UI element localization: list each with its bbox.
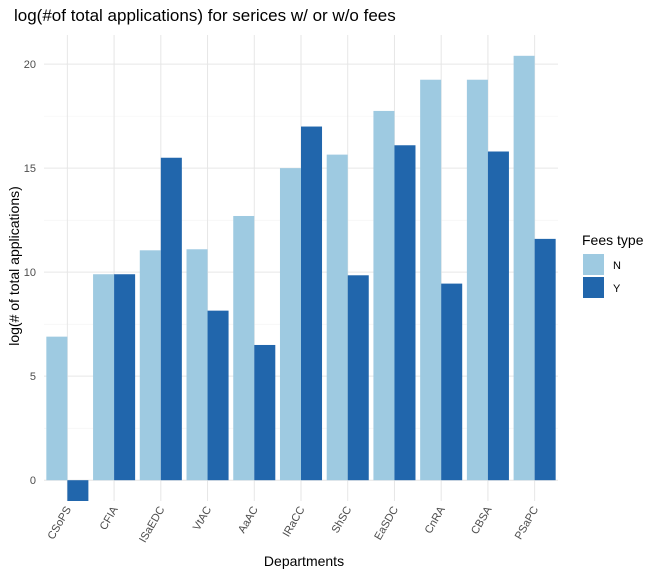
- bar-Y-CBSA: [487, 151, 509, 481]
- x-axis-title: Departments: [264, 553, 344, 569]
- bar-Y-CSoPS: [67, 480, 89, 501]
- bar-Y-ShSC: [347, 275, 369, 481]
- y-tick-label: 10: [24, 267, 36, 279]
- bar-Y-PSaPC: [534, 238, 556, 481]
- bar-N-CSoPS: [46, 336, 68, 481]
- bar-N-ShSC: [326, 154, 348, 481]
- bar-N-IRaCC: [279, 168, 301, 481]
- bar-Y-EaSDC: [394, 145, 416, 481]
- bar-Y-AaAC: [254, 344, 276, 481]
- bar-N-EaSDC: [373, 110, 395, 481]
- legend-items: NY: [583, 254, 621, 298]
- bar-Y-ISaEDC: [160, 157, 182, 481]
- legend-key-N: [583, 254, 604, 275]
- bar-N-VtAC: [186, 249, 208, 481]
- bar-Y-VtAC: [207, 310, 229, 481]
- bar-N-AaAC: [233, 215, 255, 481]
- bars: [46, 55, 556, 501]
- bar-Y-IRaCC: [301, 126, 323, 481]
- y-axis-title: log(# of total applications): [6, 186, 22, 346]
- legend-label-Y: Y: [613, 283, 621, 295]
- bar-Y-CFIA: [114, 274, 136, 481]
- y-axis-ticks: 0 5 10 15 20: [24, 59, 36, 487]
- y-tick-label: 20: [24, 59, 36, 71]
- y-tick-label: 0: [30, 475, 36, 487]
- bar-N-CFIA: [93, 274, 115, 481]
- bar-Y-CnRA: [441, 283, 463, 481]
- y-tick-label: 5: [30, 371, 36, 383]
- chart-title: log(#of total applications) for serices …: [14, 6, 396, 25]
- bar-N-CBSA: [466, 79, 488, 481]
- legend-key-Y: [583, 277, 604, 298]
- bar-N-PSaPC: [513, 55, 535, 481]
- legend-label-N: N: [613, 260, 621, 272]
- bar-N-ISaEDC: [139, 250, 161, 481]
- y-tick-label: 15: [24, 163, 36, 175]
- bar-N-CnRA: [420, 79, 442, 481]
- legend-title: Fees type: [582, 232, 644, 248]
- legend: Fees type NY: [582, 232, 644, 298]
